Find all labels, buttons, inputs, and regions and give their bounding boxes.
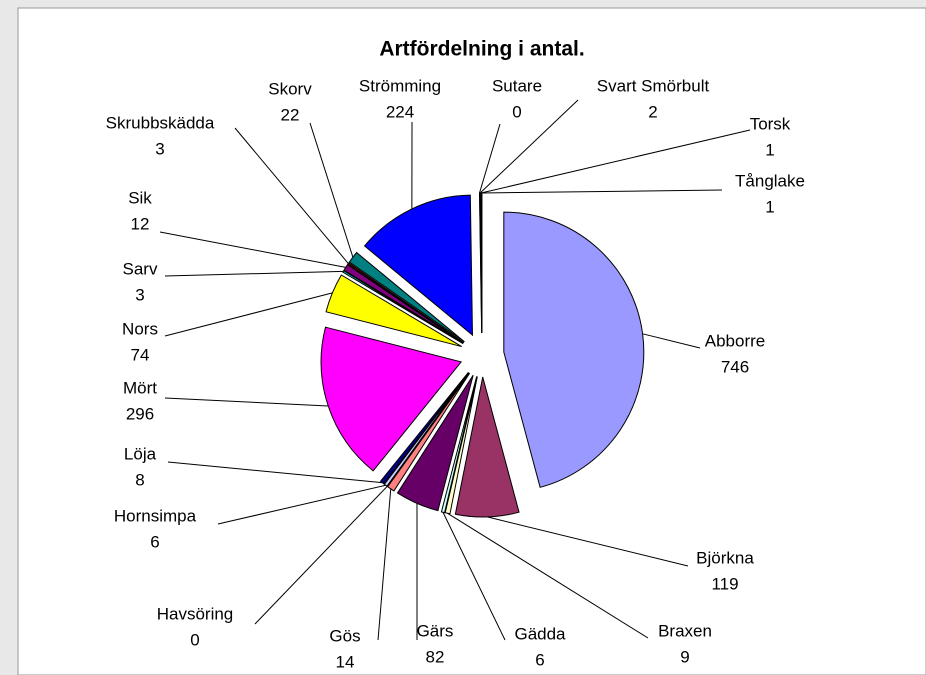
slice-value: 82 <box>426 647 445 666</box>
slice-value: 296 <box>126 404 154 423</box>
pie-slice <box>444 376 478 515</box>
pie-slice <box>347 262 465 343</box>
slice-label: Strömming <box>359 76 441 95</box>
slice-label: Löja <box>124 444 157 463</box>
slice-value: 6 <box>535 650 544 669</box>
slice-label: Skrubbskädda <box>106 113 215 132</box>
pie-slice <box>440 376 478 514</box>
leader-line <box>480 129 751 194</box>
slice-value: 3 <box>135 285 144 304</box>
slice-value: 9 <box>680 647 689 666</box>
slice-label: Mört <box>123 378 157 397</box>
slice-value: 14 <box>336 652 355 671</box>
slice-label: Skorv <box>268 79 312 98</box>
pie-slice <box>396 374 474 512</box>
leader-line <box>159 231 346 268</box>
slice-label: Nors <box>122 319 158 338</box>
slice-value: 119 <box>711 574 738 593</box>
slice-label: Sarv <box>123 259 158 278</box>
slice-value: 12 <box>131 214 150 233</box>
leader-line <box>167 461 383 484</box>
leader-line <box>217 484 386 525</box>
pie-slice <box>386 372 471 492</box>
leader-line <box>442 512 506 641</box>
pie-slice <box>454 376 520 518</box>
slice-value: 22 <box>281 105 300 124</box>
pie-slice <box>503 211 645 488</box>
leader-line <box>447 512 649 639</box>
leader-line <box>234 127 349 264</box>
slice-label: Sutare <box>492 76 542 95</box>
slice-label: Havsöring <box>157 604 234 623</box>
pie-slice <box>363 194 473 337</box>
slice-label: Abborre <box>705 331 765 350</box>
slice-value: 1 <box>765 197 774 216</box>
leader-line <box>481 189 723 194</box>
slice-value: 0 <box>512 102 521 121</box>
leader-line <box>164 292 333 337</box>
chart-area <box>17 7 926 675</box>
chart-title: Artfördelning i antal. <box>379 38 584 61</box>
slice-label: Svart Smörbult <box>597 76 710 95</box>
slice-value: 3 <box>155 139 164 158</box>
leader-line <box>479 99 579 194</box>
slice-label: Hornsimpa <box>114 506 197 525</box>
slice-value: 74 <box>131 345 150 364</box>
slice-label: Gädda <box>514 624 566 643</box>
leader-line <box>164 270 344 277</box>
leader-line <box>487 516 689 567</box>
slice-value: 746 <box>721 357 749 376</box>
slice-label: Braxen <box>658 621 712 640</box>
leader-line <box>479 123 501 194</box>
pie-slice <box>320 326 462 472</box>
slice-label: Sik <box>128 188 152 207</box>
pie-slice <box>480 192 483 334</box>
leader-line <box>254 486 388 625</box>
pie-slice <box>325 274 462 348</box>
leader-line <box>642 333 701 349</box>
leader-line <box>377 488 392 641</box>
slice-value: 2 <box>648 102 657 121</box>
slice-label: Gös <box>329 626 360 645</box>
leader-line <box>309 122 354 258</box>
slice-value: 8 <box>135 470 144 489</box>
slice-value: 224 <box>386 102 414 121</box>
slice-label: Tånglake <box>735 171 805 190</box>
slice-value: 1 <box>765 140 774 159</box>
slice-value: 0 <box>190 630 199 649</box>
slice-label: Gärs <box>417 621 454 640</box>
slice-label: Björkna <box>696 548 754 567</box>
slice-label: Torsk <box>750 114 791 133</box>
leader-line <box>164 397 329 407</box>
slice-value: 6 <box>150 532 159 551</box>
